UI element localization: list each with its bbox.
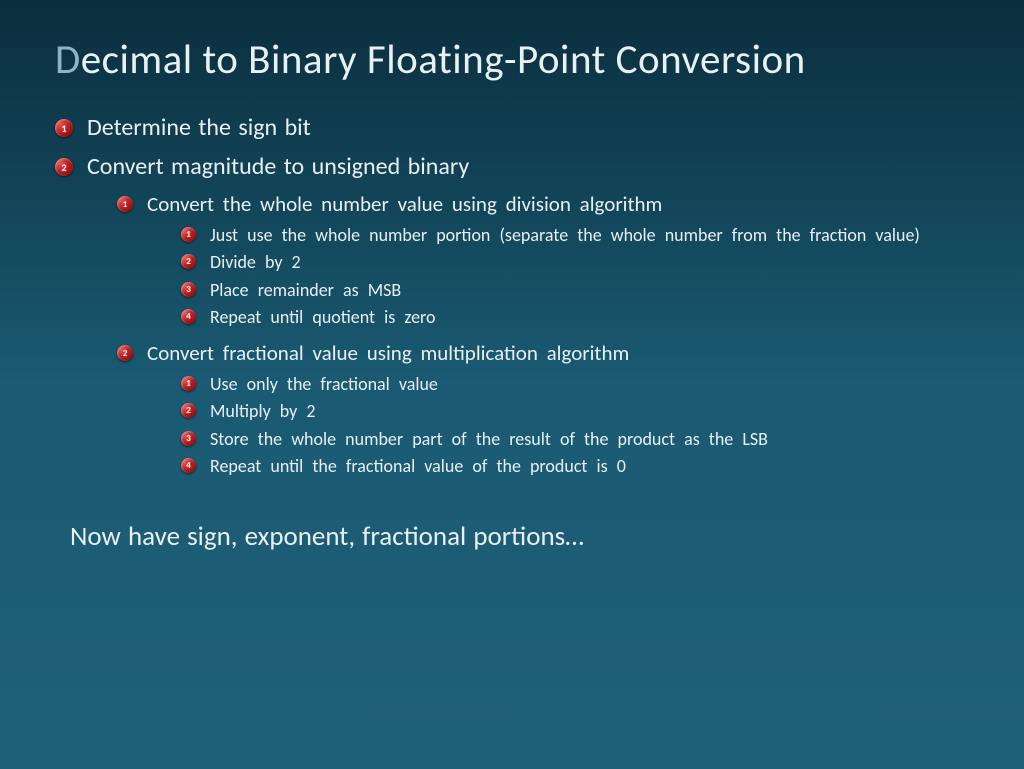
number-badge-icon: 2	[117, 345, 133, 361]
number-badge-icon: 4	[181, 458, 196, 473]
l2-item-2: 2 Convert fractional value using multipl…	[117, 340, 969, 366]
l3-item-a1: 1 Just use the whole number portion (sep…	[181, 223, 969, 247]
l3-text: Place remainder as MSB	[210, 278, 401, 302]
l3-text: Use only the fractional value	[210, 372, 438, 396]
number-badge-icon: 1	[55, 119, 73, 137]
l2-text: Convert the whole number value using div…	[147, 191, 662, 217]
l3-text: Repeat until quotient is zero	[210, 305, 436, 329]
slide-container: Decimal to Binary Floating-Point Convers…	[0, 0, 1024, 588]
l3-item-b4: 4 Repeat until the fractional value of t…	[181, 454, 969, 478]
number-badge-icon: 2	[181, 403, 196, 418]
l3-text: Divide by 2	[210, 250, 301, 274]
l1-item-1: 1 Determine the sign bit	[55, 113, 969, 142]
l2-item-1: 1 Convert the whole number value using d…	[117, 191, 969, 217]
number-badge-icon: 3	[181, 431, 196, 446]
l3-text: Store the whole number part of the resul…	[210, 427, 768, 451]
l3-item-b2: 2 Multiply by 2	[181, 399, 969, 423]
l3-item-a4: 4 Repeat until quotient is zero	[181, 305, 969, 329]
number-badge-icon: 2	[55, 158, 73, 176]
l3-item-b3: 3 Store the whole number part of the res…	[181, 427, 969, 451]
number-badge-icon: 1	[181, 376, 196, 391]
title-rest: ecimal to Binary Floating-Point Conversi…	[81, 35, 806, 85]
l1-text: Convert magnitude to unsigned binary	[87, 152, 469, 181]
title-dim-char: D	[55, 35, 81, 85]
number-badge-icon: 3	[181, 282, 196, 297]
l3-text: Multiply by 2	[210, 399, 316, 423]
l1-item-2: 2 Convert magnitude to unsigned binary	[55, 152, 969, 181]
number-badge-icon: 2	[181, 254, 196, 269]
number-badge-icon: 1	[181, 227, 196, 242]
l3-item-a2: 2 Divide by 2	[181, 250, 969, 274]
l3-text: Repeat until the fractional value of the…	[210, 454, 626, 478]
number-badge-icon: 4	[181, 309, 196, 324]
slide-title: Decimal to Binary Floating-Point Convers…	[55, 35, 969, 85]
l3-item-a3: 3 Place remainder as MSB	[181, 278, 969, 302]
l1-text: Determine the sign bit	[87, 113, 311, 142]
l2-text: Convert fractional value using multiplic…	[147, 340, 629, 366]
number-badge-icon: 1	[117, 196, 133, 212]
l3-item-b1: 1 Use only the fractional value	[181, 372, 969, 396]
footer-note: Now have sign, exponent, fractional port…	[70, 520, 969, 553]
l3-text: Just use the whole number portion (separ…	[210, 223, 920, 247]
